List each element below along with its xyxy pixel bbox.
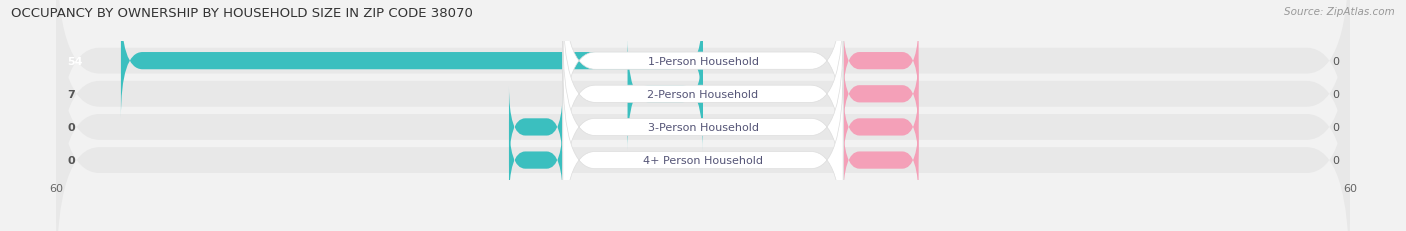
FancyBboxPatch shape — [844, 53, 918, 135]
FancyBboxPatch shape — [844, 21, 918, 102]
Text: OCCUPANCY BY OWNERSHIP BY HOUSEHOLD SIZE IN ZIP CODE 38070: OCCUPANCY BY OWNERSHIP BY HOUSEHOLD SIZE… — [11, 7, 474, 20]
Text: 0: 0 — [67, 122, 75, 132]
Text: 1-Person Household: 1-Person Household — [648, 56, 758, 66]
Text: 0: 0 — [1331, 122, 1339, 132]
FancyBboxPatch shape — [627, 37, 703, 152]
Text: 0: 0 — [1331, 56, 1339, 66]
FancyBboxPatch shape — [56, 8, 1350, 231]
FancyBboxPatch shape — [56, 41, 1350, 231]
Text: Source: ZipAtlas.com: Source: ZipAtlas.com — [1284, 7, 1395, 17]
FancyBboxPatch shape — [562, 70, 844, 231]
Text: 4+ Person Household: 4+ Person Household — [643, 155, 763, 165]
Text: 0: 0 — [1331, 89, 1339, 99]
Text: 0: 0 — [1331, 155, 1339, 165]
FancyBboxPatch shape — [562, 4, 844, 185]
Text: 54: 54 — [67, 56, 83, 66]
FancyBboxPatch shape — [509, 119, 562, 201]
Text: 7: 7 — [67, 89, 75, 99]
FancyBboxPatch shape — [562, 37, 844, 218]
FancyBboxPatch shape — [509, 86, 562, 168]
Text: 3-Person Household: 3-Person Household — [648, 122, 758, 132]
Text: 2-Person Household: 2-Person Household — [647, 89, 759, 99]
FancyBboxPatch shape — [562, 0, 844, 152]
FancyBboxPatch shape — [844, 86, 918, 168]
FancyBboxPatch shape — [121, 4, 703, 119]
Text: 0: 0 — [67, 155, 75, 165]
FancyBboxPatch shape — [56, 0, 1350, 213]
FancyBboxPatch shape — [56, 0, 1350, 180]
FancyBboxPatch shape — [844, 119, 918, 201]
